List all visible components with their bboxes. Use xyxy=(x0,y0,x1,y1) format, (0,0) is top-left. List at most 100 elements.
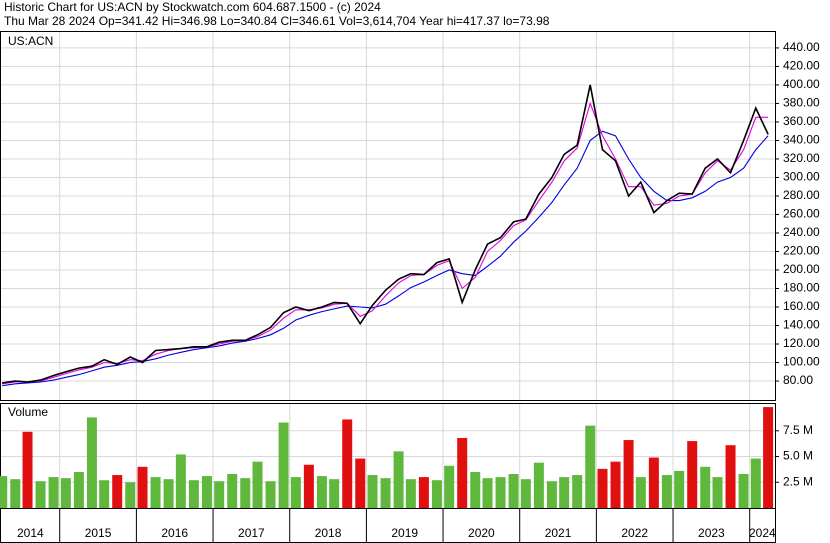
y-tick-label: 440.00 xyxy=(783,40,820,54)
y-tick-label: 400.00 xyxy=(783,77,820,91)
volume-bar xyxy=(610,461,621,508)
y-tick-label: 7.5 M xyxy=(783,423,813,437)
volume-bar xyxy=(482,478,493,508)
panel-title: Volume xyxy=(8,405,48,419)
volume-bar xyxy=(252,461,263,508)
volume-bar xyxy=(750,458,761,508)
y-tick-label: 340.00 xyxy=(783,133,820,147)
y-tick-label: 80.00 xyxy=(783,373,813,387)
volume-bar xyxy=(393,451,404,508)
volume-bar xyxy=(572,475,583,508)
volume-bar xyxy=(48,477,59,508)
volume-bar xyxy=(163,479,174,508)
volume-bar xyxy=(227,474,238,508)
x-tick-label: 2016 xyxy=(161,526,188,540)
volume-bar xyxy=(99,480,110,508)
volume-bar xyxy=(559,477,570,508)
volume-bar xyxy=(278,422,289,508)
y-tick-label: 140.00 xyxy=(783,318,820,332)
y-tick-label: 240.00 xyxy=(783,225,820,239)
y-tick-label: 320.00 xyxy=(783,151,820,165)
volume-bar xyxy=(700,466,711,508)
volume-bar xyxy=(380,478,391,508)
volume-bar xyxy=(60,478,71,508)
volume-bar xyxy=(73,471,84,508)
volume-bar xyxy=(355,458,366,508)
volume-bar xyxy=(240,478,251,508)
volume-bar xyxy=(520,479,531,508)
volume-bar xyxy=(86,417,97,508)
y-tick-label: 280.00 xyxy=(783,188,820,202)
volume-bar xyxy=(495,477,506,508)
volume-bar xyxy=(508,474,519,508)
volume-bar xyxy=(585,425,596,508)
volume-bar xyxy=(418,477,429,508)
volume-bar xyxy=(712,477,723,508)
volume-bar xyxy=(0,476,8,508)
x-tick-label: 2017 xyxy=(238,526,265,540)
x-tick-label: 2021 xyxy=(545,526,572,540)
volume-bar xyxy=(431,480,442,508)
volume-bar xyxy=(546,481,557,508)
volume-bar xyxy=(201,476,212,508)
volume-bar xyxy=(763,407,774,508)
volume-bar xyxy=(125,482,136,508)
y-tick-label: 5.0 M xyxy=(783,449,813,463)
price-line xyxy=(2,101,769,385)
volume-bar xyxy=(470,471,481,508)
volume-bar xyxy=(22,431,33,508)
x-tick-label: 2014 xyxy=(17,526,44,540)
y-tick-label: 100.00 xyxy=(783,355,820,369)
y-tick-label: 120.00 xyxy=(783,336,820,350)
volume-bar xyxy=(188,480,199,508)
price-panel xyxy=(0,31,776,401)
volume-bar xyxy=(635,477,646,508)
y-tick-label: 160.00 xyxy=(783,299,820,313)
volume-bar xyxy=(457,437,468,508)
volume-bar xyxy=(405,479,416,508)
volume-bar xyxy=(687,441,698,508)
volume-bar xyxy=(367,475,378,508)
x-tick-label: 2022 xyxy=(621,526,648,540)
header-line: Thu Mar 28 2024 Op=341.42 Hi=346.98 Lo=3… xyxy=(4,14,550,28)
volume-bar xyxy=(648,457,659,508)
volume-bar xyxy=(674,470,685,508)
panel-title: US:ACN xyxy=(8,34,53,48)
volume-bar xyxy=(738,474,749,508)
volume-bar xyxy=(533,462,544,508)
volume-bar xyxy=(137,466,148,508)
volume-bar xyxy=(214,481,225,508)
price-line xyxy=(2,130,769,387)
y-tick-label: 300.00 xyxy=(783,170,820,184)
y-tick-label: 380.00 xyxy=(783,96,820,110)
x-tick-label: 2020 xyxy=(468,526,495,540)
y-tick-label: 220.00 xyxy=(783,244,820,258)
x-tick-label: 2019 xyxy=(391,526,418,540)
volume-bar xyxy=(10,479,21,508)
volume-bar xyxy=(725,445,736,508)
y-tick-label: 200.00 xyxy=(783,262,820,276)
volume-bar xyxy=(112,475,123,508)
y-tick-label: 2.5 M xyxy=(783,474,813,488)
volume-bar xyxy=(342,419,353,508)
volume-bar xyxy=(35,481,46,508)
x-tick-label: 2024 xyxy=(749,526,776,540)
volume-bar xyxy=(623,440,634,508)
y-tick-label: 180.00 xyxy=(783,281,820,295)
y-tick-label: 360.00 xyxy=(783,114,820,128)
volume-bar xyxy=(303,464,314,508)
volume-bar xyxy=(265,481,276,508)
volume-bar xyxy=(444,465,455,508)
y-tick-label: 260.00 xyxy=(783,207,820,221)
volume-bar xyxy=(316,476,327,508)
volume-bar xyxy=(290,477,301,508)
y-tick-label: 420.00 xyxy=(783,59,820,73)
volume-bar xyxy=(661,475,672,508)
x-tick-label: 2023 xyxy=(698,526,725,540)
x-tick-label: 2015 xyxy=(85,526,112,540)
volume-bar xyxy=(329,479,340,508)
header-line: Historic Chart for US:ACN by Stockwatch.… xyxy=(4,0,381,14)
x-tick-label: 2018 xyxy=(315,526,342,540)
